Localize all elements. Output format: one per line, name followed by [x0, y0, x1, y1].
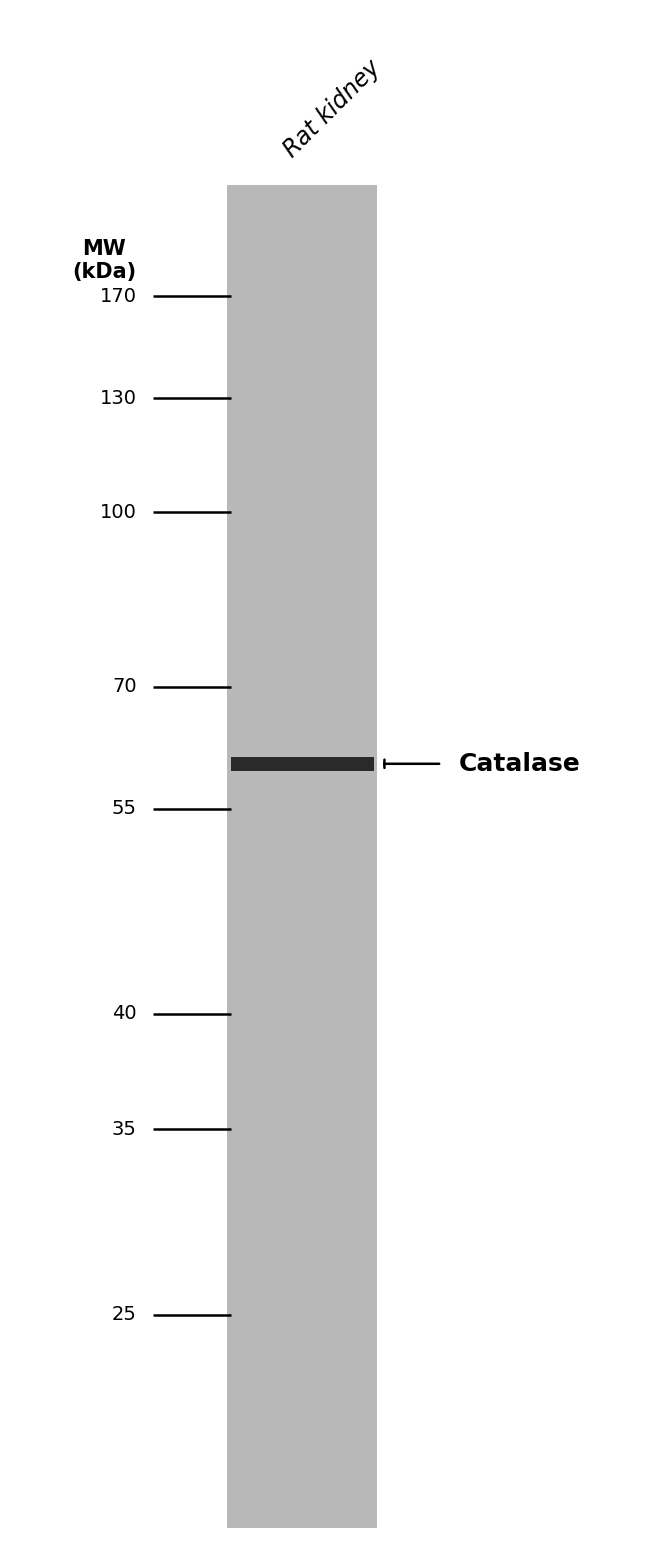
Text: 40: 40	[112, 1004, 136, 1023]
Text: Catalase: Catalase	[458, 751, 580, 776]
Text: MW
(kDa): MW (kDa)	[72, 239, 136, 282]
Bar	[227, 185, 377, 1528]
Text: 55: 55	[112, 799, 136, 818]
Text: 70: 70	[112, 677, 136, 696]
Text: Rat kidney: Rat kidney	[279, 56, 385, 162]
Text: 35: 35	[112, 1120, 136, 1139]
Text: 130: 130	[99, 389, 136, 407]
Text: 100: 100	[99, 503, 136, 522]
Text: 170: 170	[99, 287, 136, 306]
Text: 25: 25	[112, 1305, 136, 1324]
Bar	[231, 756, 374, 770]
